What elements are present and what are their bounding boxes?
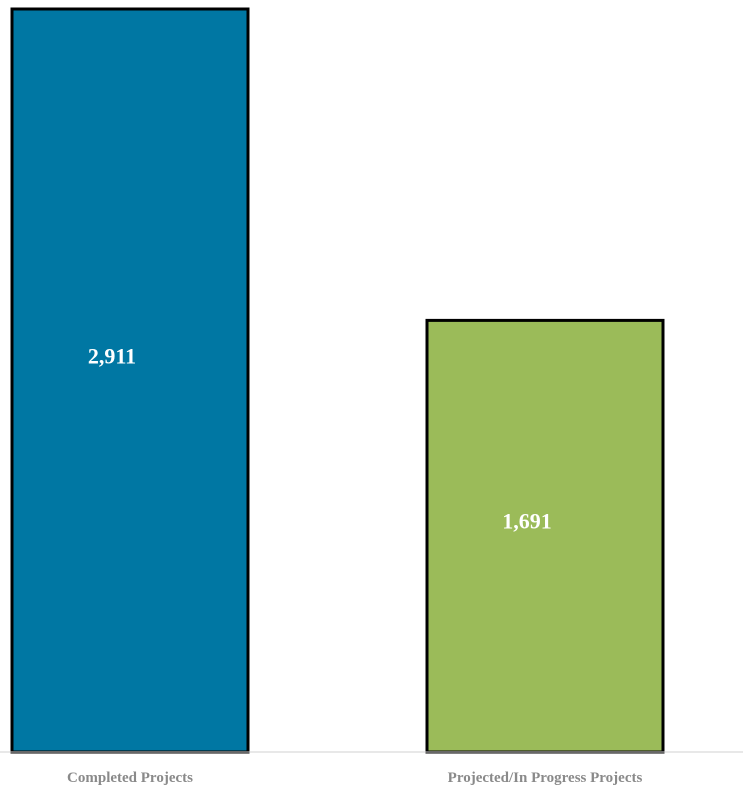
bar-value-label-1: 2,911 — [88, 343, 136, 368]
bar-value-label-2: 1,691 — [502, 508, 552, 533]
category-label-2: Projected/In Progress Projects — [448, 770, 643, 786]
bars-layer — [10, 7, 665, 754]
bar-1 — [10, 7, 250, 754]
category-labels: Completed Projects Projected/In Progress … — [67, 770, 642, 786]
category-label-1: Completed Projects — [67, 770, 193, 786]
bar-2 — [425, 318, 665, 754]
labels-layer: 2,911 1,691 — [88, 343, 552, 533]
